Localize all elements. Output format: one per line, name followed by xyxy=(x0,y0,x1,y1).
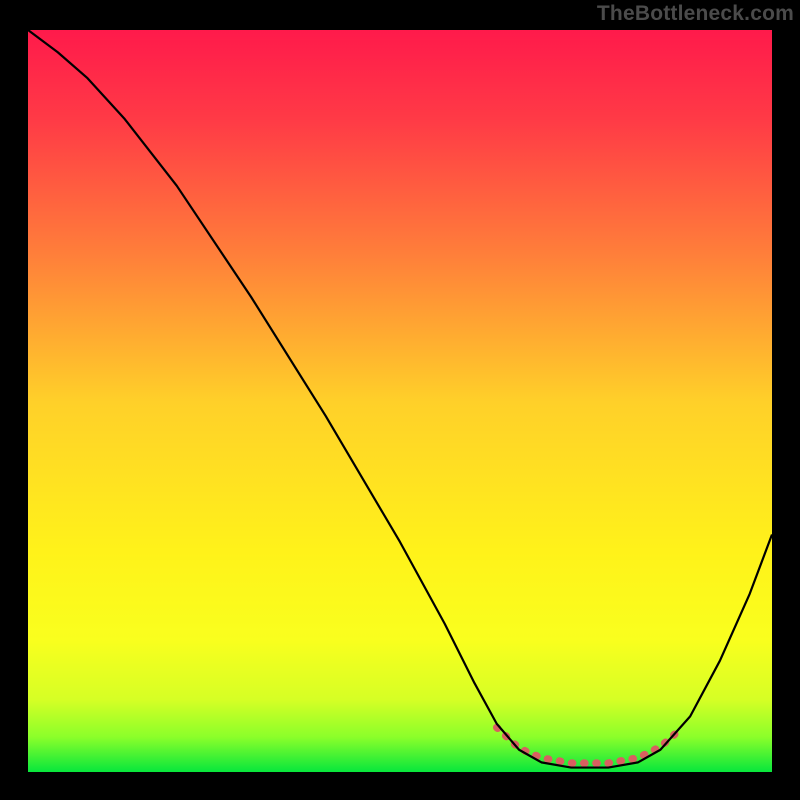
plot-area xyxy=(28,30,772,772)
chart-frame: TheBottleneck.com xyxy=(0,0,800,800)
bottleneck-curve xyxy=(28,30,772,768)
curve-layer xyxy=(28,30,772,772)
valley-highlight xyxy=(497,727,679,763)
watermark-text: TheBottleneck.com xyxy=(597,2,794,26)
